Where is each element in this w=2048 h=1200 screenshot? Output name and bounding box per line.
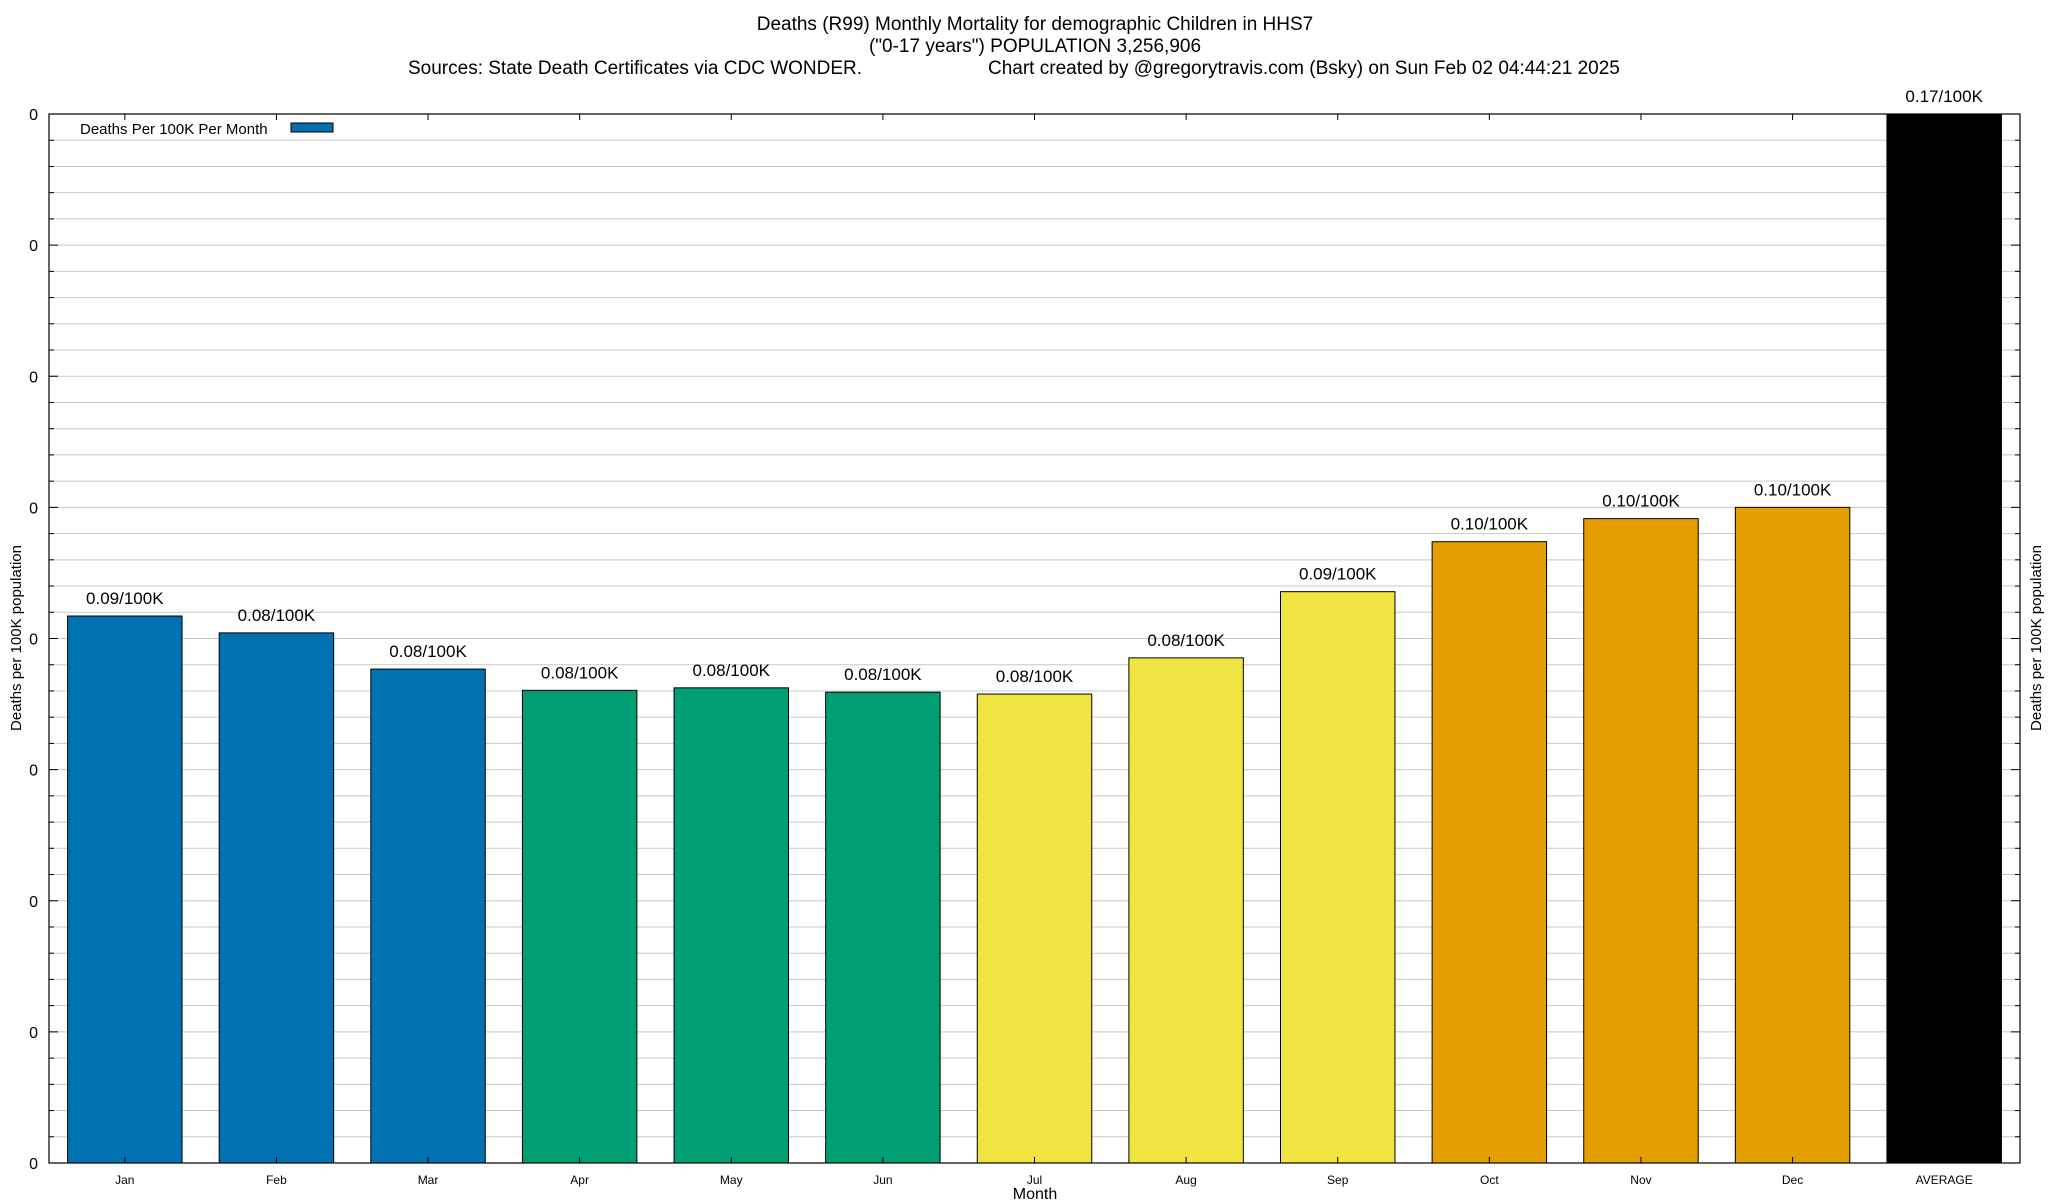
bar-value-label: 0.08/100K bbox=[1147, 631, 1225, 650]
bar bbox=[1734, 506, 1851, 1164]
bar-value-label: 0.08/100K bbox=[996, 667, 1074, 686]
y-tick-label: 0 bbox=[29, 369, 38, 386]
bar bbox=[521, 689, 638, 1164]
axis-ticks: 0 0 0 0 0 0 0 0 0 Jan Feb Mar Apr May Jun Jul Aug Sep Oct N… bbox=[29, 107, 2020, 1187]
bar bbox=[67, 615, 183, 1164]
bar-value-label: 0.08/100K bbox=[238, 606, 316, 625]
x-tick-label: Mar bbox=[418, 1173, 439, 1187]
bar-value-label: 0.08/100K bbox=[541, 663, 619, 682]
chart-title: Deaths (R99) Monthly Mortality for demog… bbox=[757, 14, 1314, 35]
bar bbox=[1128, 657, 1244, 1164]
bar bbox=[1583, 518, 1699, 1164]
y-tick-label: 0 bbox=[29, 500, 38, 517]
bar bbox=[1279, 591, 1396, 1164]
x-tick-label: Oct bbox=[1480, 1173, 1499, 1187]
plot-frame bbox=[48, 113, 2021, 1164]
legend-label: Deaths Per 100K Per Month bbox=[80, 121, 268, 138]
y-tick-label: 0 bbox=[29, 894, 38, 911]
x-tick-label: Apr bbox=[570, 1173, 589, 1187]
x-tick-label: Jul bbox=[1027, 1173, 1042, 1187]
legend: Deaths Per 100K Per Month bbox=[80, 121, 334, 138]
bar bbox=[218, 632, 335, 1164]
bar bbox=[370, 668, 486, 1164]
chart-credit: Chart created by @gregorytravis.com (Bsk… bbox=[988, 58, 1620, 79]
x-tick-label: Feb bbox=[266, 1173, 287, 1187]
bar-value-label: 0.10/100K bbox=[1754, 480, 1832, 499]
x-tick-label: Jan bbox=[115, 1173, 134, 1187]
bar-value-label: 0.09/100K bbox=[86, 589, 164, 608]
y-tick-label: 0 bbox=[29, 1156, 38, 1173]
y-axis-label-left: Deaths per 100K population bbox=[8, 545, 25, 731]
y-tick-label: 0 bbox=[29, 632, 38, 649]
x-tick-label: AVERAGE bbox=[1916, 1173, 1973, 1187]
y-tick-label: 0 bbox=[29, 238, 38, 255]
bar-value-label: 0.08/100K bbox=[389, 642, 467, 661]
bar-value-label: 0.10/100K bbox=[1451, 515, 1529, 534]
bars bbox=[67, 113, 2002, 1164]
x-tick-label: Jun bbox=[873, 1173, 892, 1187]
bar-value-label: 0.08/100K bbox=[844, 665, 922, 684]
x-tick-label: Sep bbox=[1327, 1173, 1349, 1187]
x-tick-label: May bbox=[720, 1173, 743, 1187]
bar-value-labels: 0.09/100K 0.08/100K 0.08/100K 0.08/100K 0.08… bbox=[86, 87, 1984, 686]
legend-swatch bbox=[290, 122, 334, 133]
chart-sources: Sources: State Death Certificates via CD… bbox=[408, 58, 862, 79]
bar bbox=[673, 687, 790, 1164]
bar bbox=[1431, 541, 1548, 1164]
chart-subtitle: ("0-17 years") POPULATION 3,256,906 bbox=[869, 36, 1201, 57]
y-tick-label: 0 bbox=[29, 763, 38, 780]
bar bbox=[976, 693, 1093, 1164]
chart-title-block: Deaths (R99) Monthly Mortality for demog… bbox=[408, 14, 1620, 79]
bar bbox=[825, 691, 941, 1164]
bar-value-label: 0.10/100K bbox=[1602, 492, 1680, 511]
x-tick-label: Dec bbox=[1782, 1173, 1803, 1187]
bar-value-label: 0.09/100K bbox=[1299, 565, 1377, 584]
bar bbox=[1886, 113, 2002, 1164]
y-axis-label-right: Deaths per 100K population bbox=[2028, 545, 2045, 731]
y-tick-label: 0 bbox=[29, 1025, 38, 1042]
y-tick-label: 0 bbox=[29, 107, 38, 124]
bar-value-label: 0.17/100K bbox=[1905, 87, 1983, 106]
x-axis-label: Month bbox=[1013, 1186, 1057, 1200]
bar-value-label: 0.08/100K bbox=[693, 661, 771, 680]
x-tick-label: Aug bbox=[1175, 1173, 1196, 1187]
x-tick-label: Nov bbox=[1630, 1173, 1651, 1187]
